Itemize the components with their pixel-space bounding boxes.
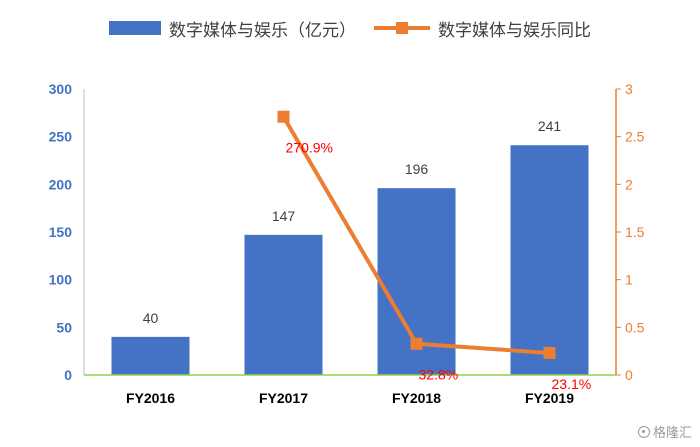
line-data-label: 23.1% <box>552 376 592 392</box>
right-axis-tick-label: 0.5 <box>625 319 645 335</box>
right-axis-tick-label: 0 <box>625 367 633 383</box>
bar-data-label: 147 <box>272 208 296 224</box>
line-marker <box>543 346 556 359</box>
left-axis-tick-label: 250 <box>49 129 73 145</box>
x-axis-tick-label: FY2017 <box>259 390 308 406</box>
x-axis-tick-label: FY2018 <box>392 390 441 406</box>
line-marker <box>410 337 423 350</box>
bar-data-label: 40 <box>143 310 159 326</box>
line-marker <box>277 110 290 123</box>
line-data-label: 32.8% <box>419 367 459 383</box>
right-axis-tick-label: 1.5 <box>625 224 645 240</box>
right-axis-tick-label: 3 <box>625 81 633 97</box>
left-axis-tick-label: 300 <box>49 81 73 97</box>
left-axis-tick-label: 0 <box>64 367 72 383</box>
right-axis-tick-label: 2 <box>625 176 633 192</box>
right-axis-tick-label: 1 <box>625 272 633 288</box>
legend-item-bar: 数字媒体与娱乐（亿元） <box>109 16 356 41</box>
bar <box>244 234 323 375</box>
legend-bar-swatch <box>109 21 161 35</box>
x-axis-tick-label: FY2019 <box>525 390 574 406</box>
bar <box>510 145 589 375</box>
left-axis-tick-label: 150 <box>49 224 73 240</box>
line-data-label: 270.9% <box>286 140 333 156</box>
bar <box>111 336 190 375</box>
legend-line-label: 数字媒体与娱乐同比 <box>438 20 591 41</box>
watermark-text: 格隆汇 <box>652 426 692 441</box>
left-axis-tick-label: 100 <box>49 272 73 288</box>
gelonghui-logo-icon <box>637 425 650 438</box>
bar-data-label: 196 <box>405 161 429 177</box>
left-axis-tick-label: 200 <box>49 176 73 192</box>
legend-line-swatch <box>374 21 430 35</box>
chart-legend: 数字媒体与娱乐（亿元） 数字媒体与娱乐同比 <box>0 10 700 46</box>
watermark: 格隆汇 <box>637 422 692 441</box>
left-axis-tick-label: 50 <box>56 319 72 335</box>
right-axis-tick-label: 2.5 <box>625 129 645 145</box>
bar-data-label: 241 <box>538 118 562 134</box>
legend-bar-label: 数字媒体与娱乐（亿元） <box>169 20 356 41</box>
legend-item-line: 数字媒体与娱乐同比 <box>374 16 591 41</box>
x-axis-tick-label: FY2016 <box>126 390 175 406</box>
